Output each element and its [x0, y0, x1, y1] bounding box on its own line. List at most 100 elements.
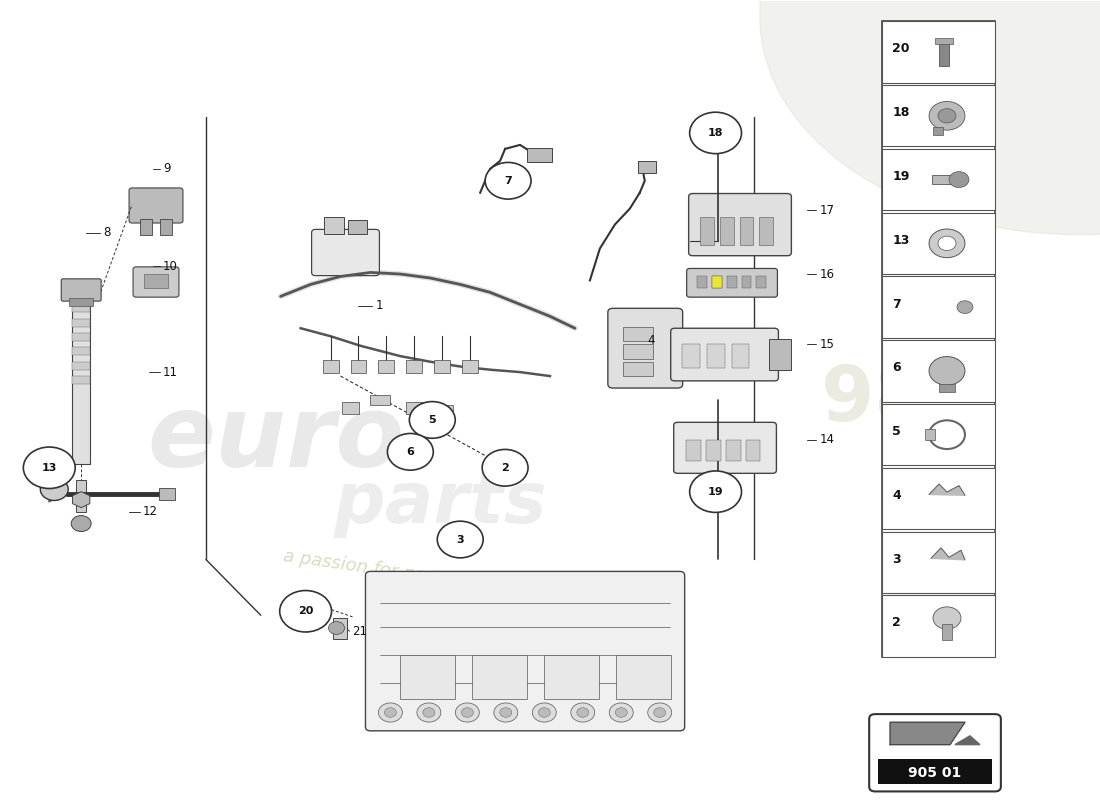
Circle shape	[41, 478, 68, 501]
Text: 11: 11	[163, 366, 178, 378]
FancyBboxPatch shape	[686, 269, 778, 297]
Bar	[406, 360, 422, 373]
Bar	[160, 219, 172, 235]
Bar	[769, 339, 791, 370]
Circle shape	[615, 708, 627, 718]
Bar	[925, 429, 935, 440]
Bar	[73, 318, 90, 326]
Bar	[882, 404, 994, 466]
Circle shape	[930, 357, 965, 386]
Bar	[371, 395, 390, 405]
Text: 14: 14	[820, 434, 834, 446]
Circle shape	[417, 703, 441, 722]
Bar	[933, 127, 943, 135]
FancyBboxPatch shape	[129, 188, 183, 223]
FancyBboxPatch shape	[311, 230, 379, 276]
Circle shape	[461, 708, 473, 718]
Bar	[882, 22, 994, 82]
Text: 3: 3	[892, 553, 901, 566]
Circle shape	[648, 703, 672, 722]
FancyBboxPatch shape	[608, 308, 683, 388]
Circle shape	[485, 162, 531, 199]
FancyBboxPatch shape	[673, 422, 777, 474]
Bar	[69, 298, 94, 306]
Polygon shape	[890, 722, 965, 745]
Text: 2: 2	[892, 617, 901, 630]
Bar	[882, 149, 994, 210]
Bar	[935, 38, 953, 44]
Bar	[746, 440, 760, 461]
Bar	[290, 599, 305, 615]
Bar	[638, 161, 656, 173]
Bar	[462, 360, 478, 373]
Circle shape	[690, 471, 741, 513]
Circle shape	[938, 109, 956, 123]
Text: 20: 20	[892, 42, 910, 55]
Text: 1: 1	[375, 299, 383, 313]
Text: euro: euro	[147, 391, 405, 488]
Text: a passion for parts since 1985: a passion for parts since 1985	[283, 547, 554, 603]
Text: 4: 4	[892, 489, 901, 502]
FancyBboxPatch shape	[689, 194, 791, 256]
Circle shape	[571, 703, 595, 722]
Text: 3: 3	[456, 534, 464, 545]
Text: 15: 15	[820, 338, 834, 350]
Text: 16: 16	[820, 267, 834, 281]
Bar	[400, 655, 455, 699]
Bar	[332, 618, 346, 639]
Text: 19: 19	[892, 170, 910, 183]
Bar	[939, 384, 955, 392]
Circle shape	[288, 593, 308, 609]
Bar	[438, 405, 453, 414]
Text: 13: 13	[892, 234, 910, 246]
Circle shape	[279, 590, 331, 632]
Bar	[73, 288, 90, 464]
Polygon shape	[73, 492, 90, 508]
Polygon shape	[955, 736, 980, 745]
Text: 18: 18	[707, 128, 724, 138]
Bar	[882, 277, 994, 338]
Circle shape	[957, 301, 972, 314]
Bar	[759, 217, 773, 245]
Bar	[351, 360, 366, 373]
FancyBboxPatch shape	[869, 714, 1001, 791]
Text: 9: 9	[163, 162, 170, 175]
Bar	[732, 344, 749, 368]
Bar	[712, 276, 722, 288]
Bar	[73, 347, 90, 355]
Bar	[712, 276, 722, 288]
Bar	[323, 217, 343, 234]
Circle shape	[499, 708, 512, 718]
Bar	[623, 326, 652, 341]
Bar	[378, 360, 395, 373]
Bar	[706, 344, 725, 368]
Bar	[685, 440, 701, 461]
Text: 7: 7	[892, 298, 901, 310]
Circle shape	[930, 102, 965, 130]
Text: 7: 7	[504, 176, 512, 186]
Bar	[73, 304, 90, 312]
Bar	[322, 360, 339, 373]
Bar	[682, 344, 700, 368]
Circle shape	[329, 622, 344, 634]
Bar	[341, 402, 360, 414]
Circle shape	[384, 708, 396, 718]
Text: 985: 985	[822, 363, 981, 437]
Circle shape	[949, 171, 969, 187]
Bar	[434, 360, 450, 373]
Text: 6: 6	[406, 447, 415, 457]
Text: 13: 13	[42, 462, 57, 473]
Text: 10: 10	[163, 259, 178, 273]
Bar	[705, 440, 720, 461]
Bar	[144, 274, 168, 288]
Bar	[527, 148, 552, 162]
Circle shape	[609, 703, 634, 722]
Circle shape	[930, 229, 965, 258]
Text: 4: 4	[648, 334, 656, 346]
FancyBboxPatch shape	[671, 328, 779, 381]
Circle shape	[422, 708, 435, 718]
Bar	[544, 655, 598, 699]
Bar	[623, 344, 652, 358]
Circle shape	[387, 434, 433, 470]
Bar	[616, 655, 671, 699]
